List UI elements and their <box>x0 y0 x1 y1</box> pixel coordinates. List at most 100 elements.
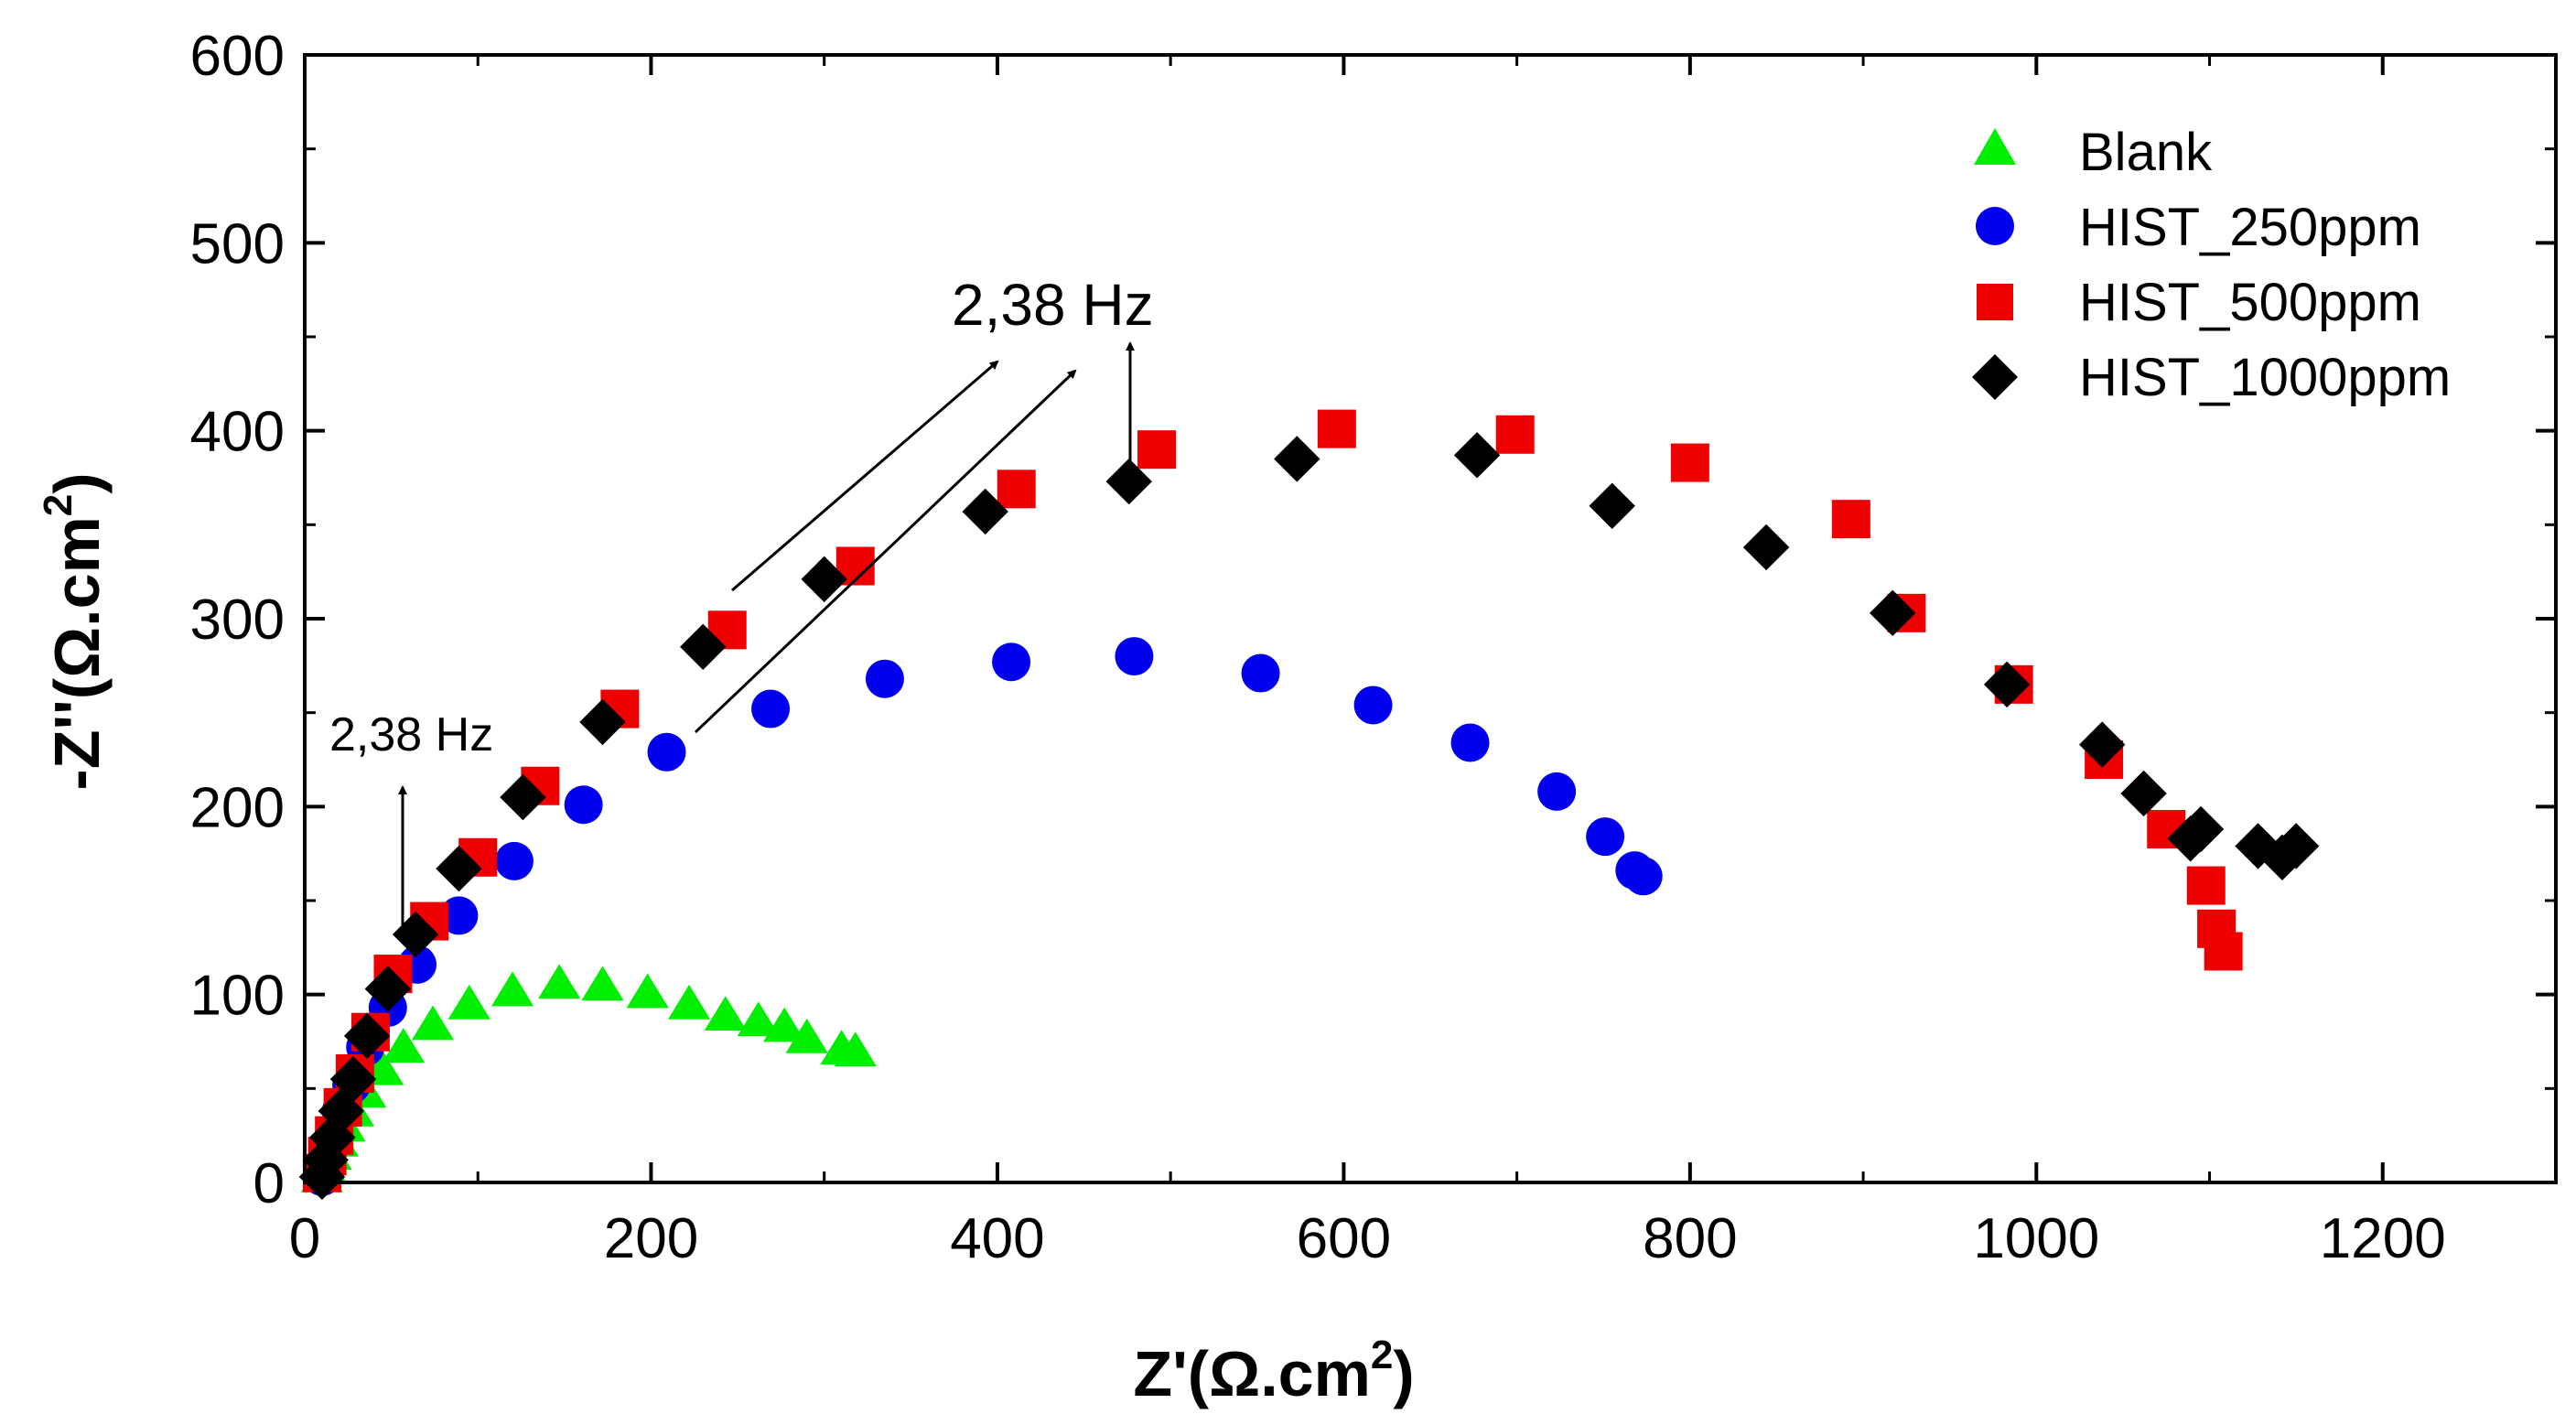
data-point <box>1589 482 1635 529</box>
series-hist-250ppm <box>302 637 1663 1196</box>
data-point <box>1495 415 1535 454</box>
legend-label-hist-500: HIST_500ppm <box>2079 273 2421 332</box>
y-tick-label: 500 <box>190 212 285 275</box>
data-point <box>865 659 904 698</box>
data-point <box>447 984 490 1020</box>
legend-label-blank: Blank <box>2079 123 2213 182</box>
x-axis-title-main: Z'(Ω.cm <box>1133 1338 1370 1409</box>
data-point <box>647 732 686 772</box>
annotation-large-arrow-1 <box>731 360 999 592</box>
data-point <box>1586 817 1625 857</box>
data-point <box>439 896 479 935</box>
data-point <box>1274 436 1320 482</box>
legend-label-hist-1000: HIST_1000ppm <box>2079 348 2451 407</box>
data-point <box>1670 443 1709 482</box>
x-tick-label: 400 <box>950 1207 1044 1270</box>
data-point <box>1137 430 1177 470</box>
data-point <box>436 845 482 892</box>
data-point <box>1623 857 1663 896</box>
data-point <box>343 1012 391 1060</box>
data-point <box>992 642 1031 682</box>
y-axis-title: -Z''(Ω.cm2) <box>36 472 113 790</box>
legend-marker-circle <box>1976 207 2014 245</box>
data-point <box>1983 661 2031 708</box>
data-point <box>2177 805 2225 853</box>
legend-label-hist-250: HIST_250ppm <box>2079 198 2421 257</box>
data-point <box>581 966 624 1001</box>
data-point <box>667 984 711 1020</box>
data-point <box>1537 772 1577 811</box>
data-point <box>1870 589 1916 637</box>
data-point <box>2272 823 2320 869</box>
data-point <box>500 773 546 821</box>
data-point <box>1831 500 1870 539</box>
annotation-large-arrow-2 <box>694 369 1077 734</box>
data-point <box>490 971 534 1007</box>
plot-area-frame <box>303 53 2558 1184</box>
annotation-large-label: 2,38 Hz <box>952 272 1154 338</box>
data-point <box>1317 409 1356 448</box>
data-point <box>1241 653 1280 693</box>
data-point <box>538 964 581 999</box>
data-point <box>801 556 847 603</box>
y-axis-title-close: ) <box>41 472 113 493</box>
legend-item-blank: Blank <box>1974 123 2213 182</box>
data-point <box>680 623 727 670</box>
legend-item-hist-500: HIST_500ppm <box>1977 273 2421 332</box>
data-point <box>392 911 439 958</box>
y-axis-title-main: -Z''(Ω.cm <box>41 516 113 790</box>
data-point <box>997 470 1036 509</box>
x-tick-label: 200 <box>604 1207 698 1270</box>
data-point <box>1453 432 1501 479</box>
y-axis-title-sup: 2 <box>36 494 81 516</box>
legend: Blank HIST_250ppm HIST_500ppm HIST_1000p… <box>1972 123 2451 407</box>
data-point <box>704 996 747 1031</box>
x-tick-label: 800 <box>1643 1207 1737 1270</box>
series-hist-1000ppm <box>298 432 2320 1201</box>
legend-marker-square <box>1977 284 2013 320</box>
data-point <box>329 1055 377 1103</box>
data-point <box>318 1087 364 1135</box>
data-points <box>298 409 2320 1201</box>
legend-marker-diamond <box>1972 354 2018 400</box>
data-point <box>1450 723 1490 762</box>
y-tick-label: 600 <box>190 25 285 88</box>
data-point <box>1105 458 1152 505</box>
data-point <box>737 1001 780 1037</box>
data-point <box>2186 866 2226 905</box>
legend-marker-triangle <box>1974 128 2016 165</box>
y-tick-label: 400 <box>190 401 285 464</box>
data-point <box>1115 637 1154 676</box>
annotation-small-label: 2,38 Hz <box>329 708 493 761</box>
data-point <box>834 1031 877 1067</box>
y-tick-label: 200 <box>190 776 285 839</box>
data-point <box>763 1007 806 1042</box>
x-tick-label: 600 <box>1297 1207 1391 1270</box>
data-point <box>1353 686 1393 725</box>
x-tick-label: 1200 <box>2320 1207 2446 1270</box>
data-point <box>2079 721 2126 768</box>
data-point <box>411 1005 455 1041</box>
legend-item-hist-1000: HIST_1000ppm <box>1972 348 2451 407</box>
annotation-small: 2,38 Hz <box>329 708 493 943</box>
x-tick-label: 0 <box>289 1207 320 1270</box>
tick-labels: 0 200 400 600 800 1000 1200 0 100 200 300 400 500 600 <box>190 25 2446 1270</box>
data-point <box>1742 524 1790 571</box>
y-tick-label: 0 <box>253 1152 285 1215</box>
data-point <box>962 488 1008 535</box>
data-point <box>564 785 603 825</box>
x-tick-label: 1000 <box>1973 1207 2099 1270</box>
data-point <box>2120 770 2167 817</box>
data-point <box>2204 932 2243 971</box>
data-point <box>785 1018 828 1053</box>
annotation-large: 2,38 Hz <box>694 272 1154 734</box>
y-tick-label: 300 <box>190 588 285 652</box>
data-point <box>751 689 791 729</box>
data-point <box>579 698 626 746</box>
data-point <box>382 1028 425 1063</box>
y-tick-label: 100 <box>190 965 285 1028</box>
data-point <box>494 841 534 880</box>
x-axis-title-close: ) <box>1393 1338 1414 1409</box>
data-point <box>626 973 669 1009</box>
